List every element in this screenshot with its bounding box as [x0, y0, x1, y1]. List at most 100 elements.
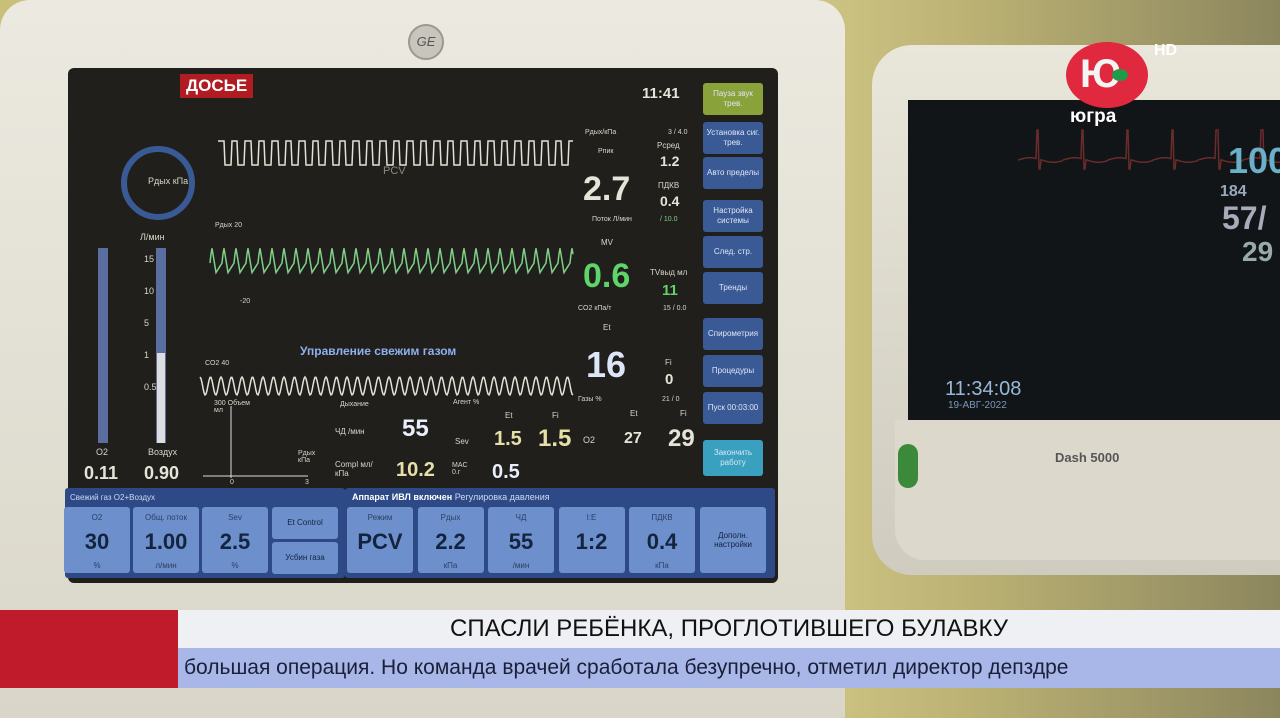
side-button-6[interactable]: Спирометрия [703, 318, 763, 350]
wave-min: -20 [240, 298, 251, 305]
o2-flow-value: 0.11 [84, 463, 119, 483]
side-button-3[interactable]: Настройка системы [703, 200, 763, 232]
vent-panel-setting-4[interactable]: ПДКВ 0.4 кПа [629, 507, 695, 573]
setting-label: Sev [228, 513, 242, 522]
clock: 11:41 [642, 85, 680, 102]
vent-panel-header: Аппарат ИВЛ включен Регулировка давления [352, 492, 550, 502]
more-settings-button[interactable]: Дополн. настройки [700, 507, 766, 573]
wave-label: Pдых 20 [215, 222, 243, 229]
loop-x0: 0 [230, 479, 234, 486]
compl-label: Compl мл/кПа [335, 460, 373, 478]
setting-value: 0.4 [646, 529, 678, 554]
rr-label: ЧД /мин [335, 427, 365, 436]
pmean-value: 1.2 [660, 153, 680, 169]
setting-value: 55 [508, 529, 534, 554]
setting-unit [347, 561, 413, 571]
setting-unit: кПа [655, 561, 669, 570]
setting-unit: % [231, 561, 239, 570]
ecg-waveform [1017, 129, 1280, 170]
nibp-value: 57/ [1222, 200, 1267, 236]
et-control-button[interactable]: Et Control [272, 507, 338, 539]
setting-label: Pдых [440, 513, 461, 522]
o2-fi-value: 29 [668, 425, 695, 452]
channel-logo: Ю [1066, 42, 1148, 108]
setting-label: O2 [91, 513, 103, 522]
setting-value: 1.00 [144, 529, 188, 554]
co2-wave-label: CO2 40 [205, 360, 230, 367]
pressure-gauge [121, 146, 195, 220]
pressure-range: 3 / 4.0 [668, 129, 688, 136]
setting-value: 2.5 [219, 529, 251, 554]
chyron-accent [0, 610, 178, 688]
air-flow-tube [156, 248, 166, 443]
hr-value: 100 [1228, 140, 1280, 181]
gases-header: Газы % [578, 396, 602, 403]
compl-value: 10.2 [396, 459, 435, 481]
loop-y-label: 300 Объем мл [214, 400, 250, 414]
fresh-panel-setting-2[interactable]: Sev 2.5% [202, 507, 268, 573]
side-button-0[interactable]: Пауза звук трев. [703, 83, 763, 115]
air-label: Воздух [148, 447, 178, 457]
o2-et-value: 27 [624, 430, 642, 447]
pmax-value: 2.7 [583, 170, 631, 208]
agent-name: Sev [455, 437, 469, 446]
gas-button[interactable]: Усбин газа [272, 542, 338, 574]
setting-value: 2.2 [435, 529, 466, 554]
mode-label: PCV [383, 165, 406, 177]
setting-unit [559, 561, 625, 571]
setting-unit: % [93, 561, 101, 570]
news-ticker: большая операция. Но команда врачей сраб… [178, 648, 1280, 688]
setting-value: 1:2 [575, 529, 608, 554]
resp-value: 29 [1242, 236, 1274, 267]
gauge-label: Pдых кПа [148, 176, 189, 186]
vent-panel-setting-2[interactable]: ЧД 55/мин [488, 507, 554, 573]
air-flow-value: 0.90 [144, 463, 180, 483]
co2-range: 15 / 0.0 [663, 305, 687, 312]
fresh-panel-setting-1[interactable]: Общ. поток 1.00 л/мин [133, 507, 199, 573]
mac-value: 0.5 [492, 461, 520, 483]
breath-header: Дыхание [340, 401, 369, 408]
setting-label: ЧД [515, 513, 527, 522]
headline: СПАСЛИ РЕБЁНКА, ПРОГЛОТИВШЕГО БУЛАВКУ [178, 610, 1280, 648]
logo-dot [1112, 69, 1128, 81]
flow-header: Поток Л/мин [592, 216, 632, 223]
tv-label: TVвыд мл [650, 268, 688, 277]
side-button-2[interactable]: Авто пределы [703, 157, 763, 189]
peep-label: ПДКВ [658, 181, 680, 190]
pressure-waveform [218, 140, 573, 166]
side-button-4[interactable]: След. стр. [703, 236, 763, 268]
patient-monitor-time: 11:34:08 [945, 378, 1022, 400]
mv-value: 0.6 [583, 257, 631, 295]
rr-value: 55 [402, 415, 429, 442]
setting-label: I:E [586, 513, 597, 522]
agent-et: Et [505, 411, 513, 420]
setting-unit: л/мин [155, 561, 177, 570]
power-button[interactable] [898, 444, 918, 488]
side-button-8[interactable]: Пуск 00:03:00 [703, 392, 763, 424]
agent-fi: Fi [552, 411, 559, 420]
agent-fi-value: 1.5 [538, 425, 572, 452]
side-button-7[interactable]: Процедуры [703, 355, 763, 387]
gases-o2-label: O2 [583, 435, 596, 445]
air-flow-level [157, 353, 165, 443]
flow-label: Л/мин [140, 232, 165, 242]
co2-fi-value: 0 [665, 371, 674, 388]
co2-header: CO2 кПа/т [578, 305, 612, 312]
fresh-panel-setting-0[interactable]: O2 30% [64, 507, 130, 573]
ge-logo: GE [408, 24, 444, 60]
fresh-gas-label: Управление свежим газом [300, 344, 457, 358]
vent-panel-setting-1[interactable]: Pдых 2.2 кПа [417, 507, 484, 573]
patient-monitor-keypad [895, 420, 1280, 560]
side-button-1[interactable]: Установка сиг. трев. [703, 122, 763, 154]
side-button-5[interactable]: Тренды [703, 272, 763, 304]
flow-ticks: 15 10 5 1 0.5 [144, 254, 157, 392]
pressure-header: Pдых/кПа [585, 129, 617, 136]
vent-panel-setting-0[interactable]: Режим PCV [347, 507, 413, 573]
channel-name: югра [1070, 106, 1117, 127]
mac-label: MAC 0.г [452, 462, 468, 476]
co2-et-label: Et [603, 323, 611, 332]
side-button-9[interactable]: Закончить работу [703, 440, 763, 476]
gases-fi-label: Fi [680, 409, 687, 418]
pmean-label: Pсред [657, 141, 680, 150]
vent-panel-setting-3[interactable]: I:E 1:2 [558, 507, 625, 573]
